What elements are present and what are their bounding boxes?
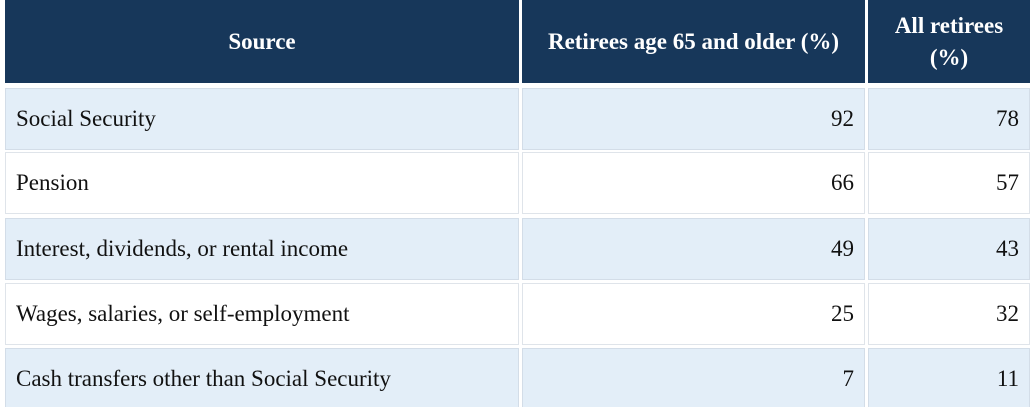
value-cell: 57 bbox=[868, 152, 1030, 214]
value-cell-text: 66 bbox=[831, 170, 854, 195]
value-cell: 43 bbox=[868, 218, 1030, 280]
value-cell: 92 bbox=[522, 88, 865, 150]
header-cell: Retirees age 65 and older (%) bbox=[522, 0, 865, 83]
value-cell: 78 bbox=[868, 88, 1030, 150]
header-cell-text: All retirees (%) bbox=[894, 12, 1004, 70]
row-label: Wages, salaries, or self-employment bbox=[5, 283, 519, 345]
header-cell-text: Retirees age 65 and older (%) bbox=[547, 28, 840, 54]
header-cell: Source bbox=[5, 0, 519, 83]
value-cell-text: 7 bbox=[842, 366, 855, 391]
value-cell-text: 43 bbox=[996, 236, 1019, 261]
value-cell: 7 bbox=[522, 348, 865, 407]
value-cell: 66 bbox=[522, 152, 865, 214]
value-cell-text: 49 bbox=[831, 236, 854, 261]
value-cell-text: 25 bbox=[831, 301, 854, 326]
row-label-text: Social Security bbox=[16, 106, 156, 131]
header-cell: All retirees (%) bbox=[868, 0, 1030, 83]
value-cell-text: 92 bbox=[831, 106, 854, 131]
value-cell-text: 32 bbox=[996, 301, 1019, 326]
row-label: Social Security bbox=[5, 88, 519, 150]
row-label: Interest, dividends, or rental income bbox=[5, 218, 519, 280]
header-cell-text: Source bbox=[228, 28, 296, 54]
value-cell-text: 78 bbox=[996, 106, 1019, 131]
value-cell: 25 bbox=[522, 283, 865, 345]
row-label: Pension bbox=[5, 152, 519, 214]
row-label-text: Cash transfers other than Social Securit… bbox=[16, 366, 391, 391]
row-label-text: Pension bbox=[16, 170, 89, 195]
value-cell: 32 bbox=[868, 283, 1030, 345]
value-cell: 49 bbox=[522, 218, 865, 280]
row-label: Cash transfers other than Social Securit… bbox=[5, 348, 519, 407]
value-cell-text: 57 bbox=[996, 170, 1019, 195]
row-label-text: Interest, dividends, or rental income bbox=[16, 236, 349, 261]
row-label-text: Wages, salaries, or self-employment bbox=[16, 301, 350, 326]
value-cell: 11 bbox=[868, 348, 1030, 407]
value-cell-text: 11 bbox=[996, 366, 1019, 391]
